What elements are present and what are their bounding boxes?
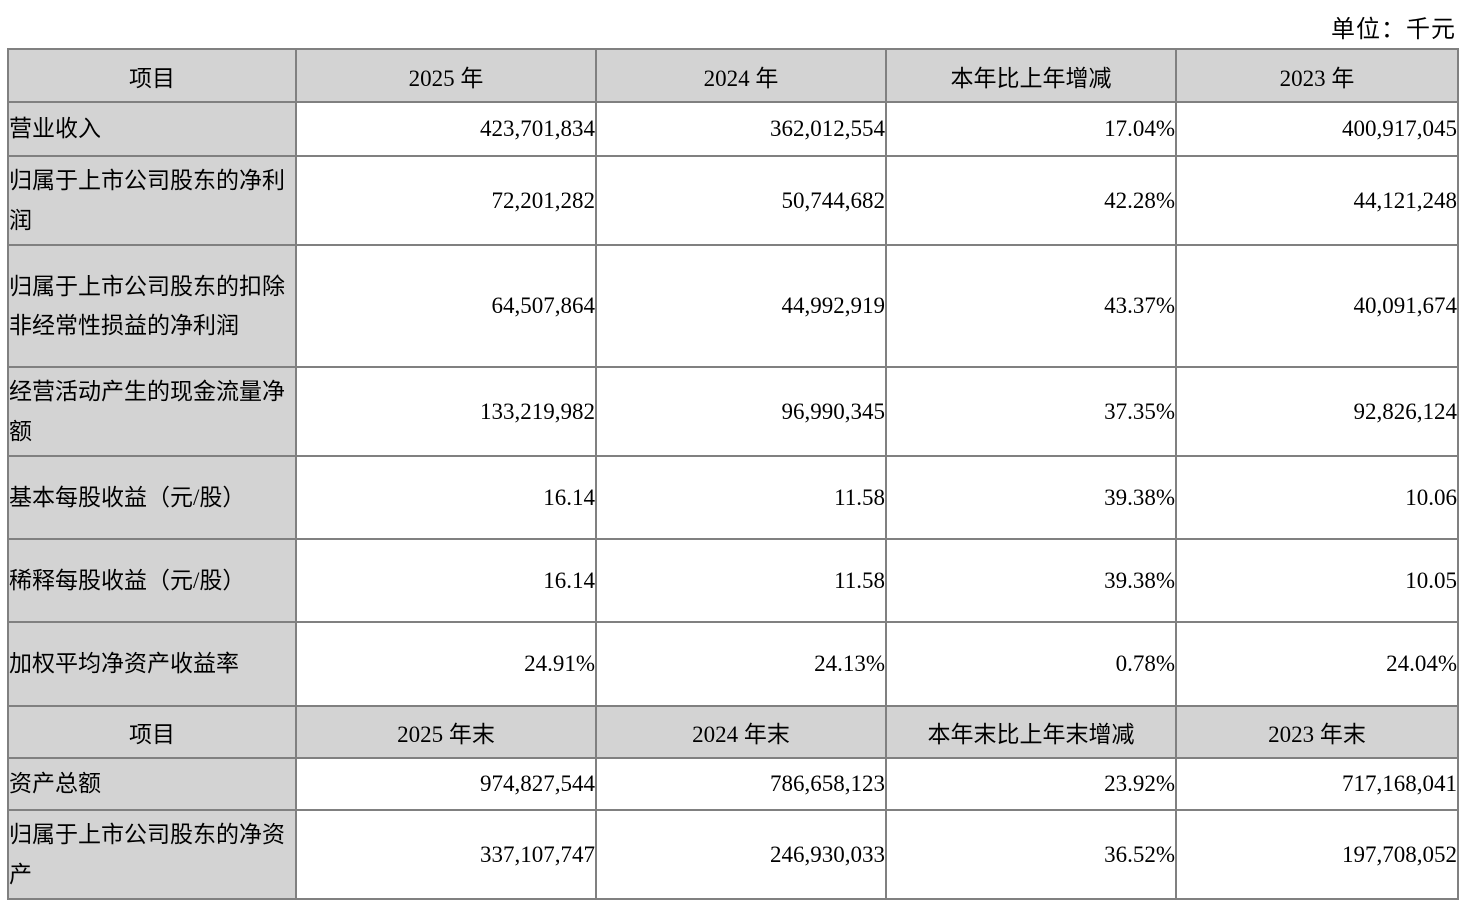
value-cell: 974,827,544 [295, 757, 597, 812]
value-cell: 24.04% [1175, 621, 1459, 708]
value-cell: 50,744,682 [595, 154, 887, 247]
value-cell: 10.06 [1175, 455, 1459, 541]
table-row-operating-revenue: 营业收入 423,701,834 362,012,554 17.04% 400,… [7, 101, 1459, 157]
column-header-cell: 2025 年末 [295, 705, 597, 760]
value-cell: 400,917,045 [1175, 101, 1459, 157]
value-cell: 11.58 [595, 538, 887, 624]
row-label-cell: 加权平均净资产收益率 [7, 621, 297, 708]
value-cell: 197,708,052 [1175, 809, 1459, 900]
value-cell: 42.28% [885, 154, 1177, 247]
unit-label: 单位：千元 [1331, 17, 1456, 43]
table-row-diluted-eps: 稀释每股收益（元/股） 16.14 11.58 39.38% 10.05 [7, 538, 1459, 624]
value-cell: 23.92% [885, 757, 1177, 812]
table-row-total-assets: 资产总额 974,827,544 786,658,123 23.92% 717,… [7, 757, 1459, 812]
value-cell: 16.14 [295, 455, 597, 541]
value-cell: 39.38% [885, 455, 1177, 541]
value-cell: 44,121,248 [1175, 154, 1459, 247]
value-cell: 37.35% [885, 366, 1177, 458]
table-row-net-assets-attributable: 归属于上市公司股东的净资产 337,107,747 246,930,033 36… [7, 809, 1459, 900]
value-cell: 16.14 [295, 538, 597, 624]
column-header-cell: 本年比上年增减 [885, 48, 1177, 103]
table-row-net-profit-attributable: 归属于上市公司股东的净利润 72,201,282 50,744,682 42.2… [7, 154, 1459, 247]
value-cell: 96,990,345 [595, 366, 887, 458]
row-label-cell: 稀释每股收益（元/股） [7, 538, 297, 624]
value-cell: 362,012,554 [595, 101, 887, 157]
value-cell: 17.04% [885, 101, 1177, 157]
value-cell: 10.05 [1175, 538, 1459, 624]
value-cell: 43.37% [885, 244, 1177, 369]
financial-summary-table: 项目 2025 年 2024 年 本年比上年增减 2023 年 营业收入 423… [7, 48, 1459, 900]
column-header-cell: 2024 年 [595, 48, 887, 103]
column-header-cell: 项目 [7, 48, 297, 103]
column-header-cell: 项目 [7, 705, 297, 760]
value-cell: 72,201,282 [295, 154, 597, 247]
column-header-cell: 2024 年末 [595, 705, 887, 760]
value-cell: 717,168,041 [1175, 757, 1459, 812]
value-cell: 423,701,834 [295, 101, 597, 157]
table-row-weighted-avg-roe: 加权平均净资产收益率 24.91% 24.13% 0.78% 24.04% [7, 621, 1459, 708]
value-cell: 24.13% [595, 621, 887, 708]
table-row-net-profit-excl-nonrecurring: 归属于上市公司股东的扣除非经常性损益的净利润 64,507,864 44,992… [7, 244, 1459, 369]
value-cell: 11.58 [595, 455, 887, 541]
table-header-row-year-end: 项目 2025 年末 2024 年末 本年末比上年末增减 2023 年末 [7, 705, 1459, 760]
value-cell: 44,992,919 [595, 244, 887, 369]
row-label-cell: 归属于上市公司股东的扣除非经常性损益的净利润 [7, 244, 297, 369]
table-header-row-annual: 项目 2025 年 2024 年 本年比上年增减 2023 年 [7, 48, 1459, 103]
row-label-cell: 归属于上市公司股东的净资产 [7, 809, 297, 900]
row-label-cell: 经营活动产生的现金流量净额 [7, 366, 297, 458]
column-header-cell: 2025 年 [295, 48, 597, 103]
table-row-basic-eps: 基本每股收益（元/股） 16.14 11.58 39.38% 10.06 [7, 455, 1459, 541]
value-cell: 133,219,982 [295, 366, 597, 458]
value-cell: 92,826,124 [1175, 366, 1459, 458]
column-header-cell: 2023 年 [1175, 48, 1459, 103]
value-cell: 64,507,864 [295, 244, 597, 369]
row-label-cell: 归属于上市公司股东的净利润 [7, 154, 297, 247]
table-row-operating-cash-flow: 经营活动产生的现金流量净额 133,219,982 96,990,345 37.… [7, 366, 1459, 458]
value-cell: 0.78% [885, 621, 1177, 708]
value-cell: 246,930,033 [595, 809, 887, 900]
row-label-cell: 资产总额 [7, 757, 297, 812]
value-cell: 36.52% [885, 809, 1177, 900]
row-label-cell: 基本每股收益（元/股） [7, 455, 297, 541]
column-header-cell: 2023 年末 [1175, 705, 1459, 760]
value-cell: 786,658,123 [595, 757, 887, 812]
value-cell: 337,107,747 [295, 809, 597, 900]
value-cell: 40,091,674 [1175, 244, 1459, 369]
value-cell: 39.38% [885, 538, 1177, 624]
value-cell: 24.91% [295, 621, 597, 708]
row-label-cell: 营业收入 [7, 101, 297, 157]
column-header-cell: 本年末比上年末增减 [885, 705, 1177, 760]
